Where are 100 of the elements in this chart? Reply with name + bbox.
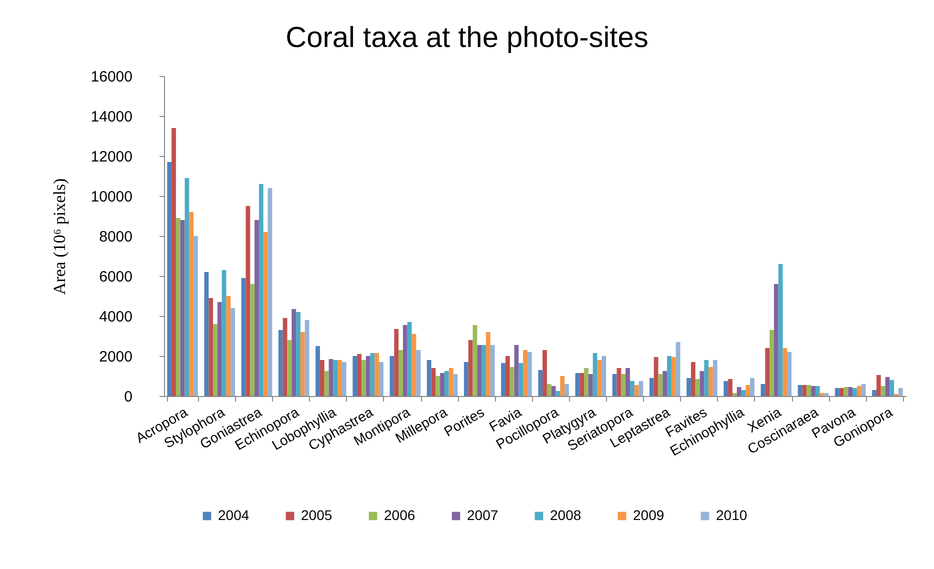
bar (453, 374, 458, 396)
bar (811, 386, 816, 396)
bar (774, 284, 778, 396)
bar (592, 353, 598, 396)
bar (412, 334, 416, 396)
y-axis-title: Area (10⁶ pixels) (50, 178, 69, 295)
bar (246, 206, 250, 396)
bar (241, 278, 246, 396)
legend-label: 2008 (550, 507, 582, 523)
bar (690, 362, 696, 396)
bar (518, 363, 524, 396)
bar (588, 374, 593, 396)
bar (852, 388, 857, 396)
bar (649, 378, 654, 396)
bar (505, 356, 510, 396)
bar (444, 371, 449, 396)
bar (333, 360, 338, 396)
y-tick-label: 8000 (99, 228, 132, 246)
bar (366, 356, 370, 396)
bar (448, 368, 454, 396)
bar (189, 212, 194, 396)
legend-label: 2005 (301, 507, 332, 523)
bar (634, 385, 639, 396)
bar (167, 162, 172, 396)
bar (741, 390, 746, 396)
bar (304, 320, 310, 396)
bar (328, 359, 334, 396)
bar (885, 377, 890, 396)
bar (204, 272, 209, 396)
bar (890, 380, 894, 396)
bar (226, 296, 231, 396)
bar (671, 357, 676, 396)
bar (616, 368, 622, 396)
bar (482, 345, 486, 396)
bar (357, 354, 362, 396)
bar (560, 376, 565, 396)
y-tick-label: 4000 (99, 308, 132, 326)
legend-label: 2010 (716, 507, 748, 523)
bar (402, 325, 408, 396)
bar (839, 388, 844, 396)
bar (597, 360, 602, 396)
bar (820, 393, 824, 396)
bar (268, 188, 272, 396)
bar (263, 232, 268, 396)
bar (436, 376, 440, 396)
bar (374, 353, 380, 396)
bar (551, 386, 556, 396)
bar (802, 385, 807, 396)
bar (695, 379, 700, 396)
bar (712, 360, 718, 396)
bar (514, 345, 519, 396)
bar (556, 391, 560, 396)
y-tick-label: 16000 (90, 68, 132, 86)
bar (338, 360, 342, 396)
bar (324, 371, 329, 396)
bar (250, 284, 255, 396)
bar (654, 357, 658, 396)
bar (782, 348, 788, 396)
bar (398, 350, 403, 396)
bar (407, 322, 412, 396)
bar (580, 373, 584, 396)
bar (724, 381, 728, 396)
bar (440, 373, 444, 396)
bar (230, 308, 236, 396)
bar (848, 387, 853, 396)
bar (296, 312, 300, 396)
bar (844, 387, 848, 396)
bar (490, 345, 495, 396)
bar (208, 298, 214, 396)
bar (686, 378, 691, 396)
bar (426, 360, 432, 396)
y-tick-label: 2000 (99, 348, 132, 366)
bar (856, 386, 862, 396)
bar (778, 264, 783, 396)
bar (172, 128, 176, 396)
bar (431, 368, 436, 396)
bar (824, 393, 829, 396)
bar (394, 329, 399, 396)
bar (704, 360, 709, 396)
legend-label: 2007 (467, 507, 498, 523)
bar (621, 374, 626, 396)
legend-label: 2009 (633, 507, 664, 523)
bar (527, 352, 532, 396)
bar (667, 356, 672, 396)
bar (787, 352, 792, 396)
bar (222, 270, 226, 396)
bar (194, 236, 198, 396)
bar (834, 388, 840, 396)
bar (501, 363, 506, 396)
legend-label: 2006 (384, 507, 416, 523)
bar (370, 353, 375, 396)
bar (750, 378, 754, 396)
bar (416, 350, 421, 396)
bar (708, 367, 713, 396)
bar (815, 386, 820, 396)
bar (806, 385, 812, 396)
bar (880, 386, 886, 396)
bar (584, 368, 588, 396)
bar (732, 393, 737, 396)
bar (486, 332, 490, 396)
